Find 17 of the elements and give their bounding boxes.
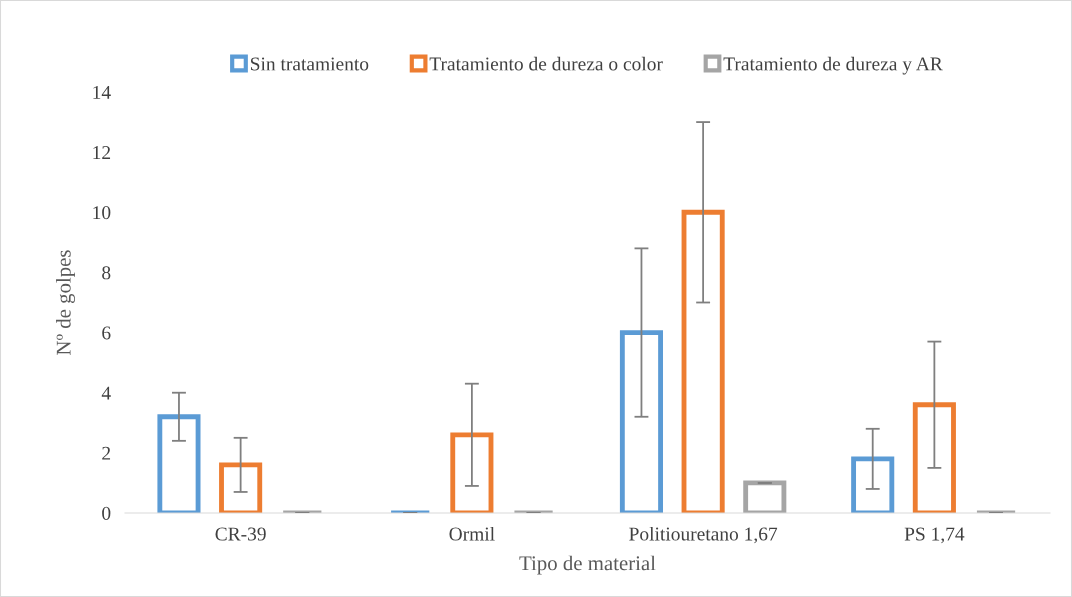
x-tick-label: Politiouretano 1,67 <box>629 526 778 544</box>
y-tick-label: 10 <box>93 206 111 220</box>
y-tick-label: 0 <box>102 506 111 520</box>
y-tick-label: 12 <box>93 146 111 159</box>
y-tick-label: 14 <box>93 85 111 99</box>
y-tick-label: 6 <box>102 326 111 340</box>
x-tick-label: CR-39 <box>215 527 266 541</box>
y-tick-label: 2 <box>102 446 111 460</box>
x-axis-title: Tipo de material <box>519 555 656 575</box>
legend-label: Sin tratamiento <box>250 57 369 71</box>
y-tick-label: 8 <box>102 266 111 280</box>
y-axis-title: Nº de golpes <box>56 250 75 355</box>
x-tick-label: Ormil <box>449 526 495 541</box>
legend-label: Tratamiento de dureza o color <box>429 56 663 71</box>
x-tick-label: PS 1,74 <box>904 527 965 544</box>
legend-label: Tratamiento de dureza y AR <box>723 56 943 75</box>
y-tick-label: 4 <box>101 386 111 400</box>
